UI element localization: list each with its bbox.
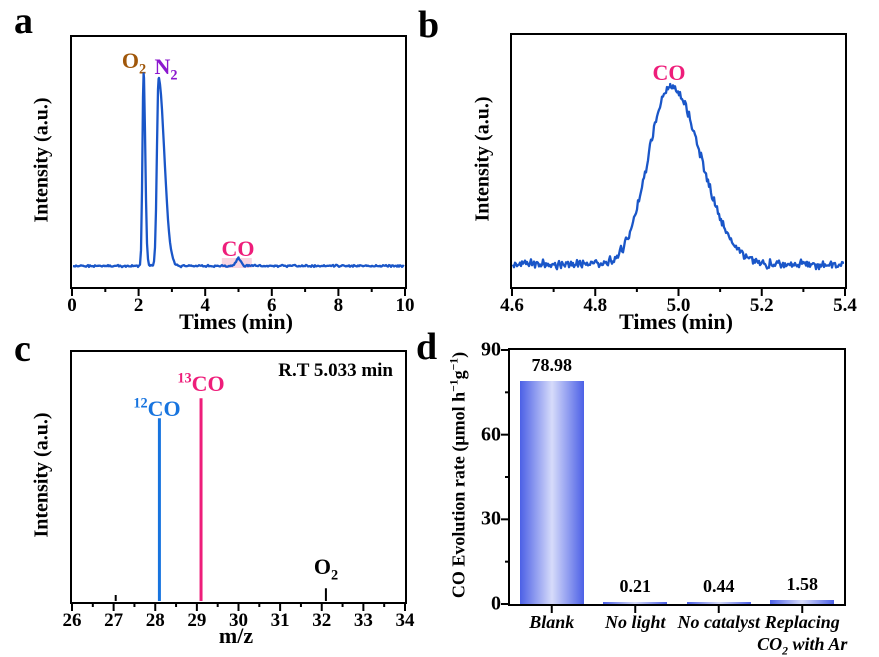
panel-b-chart [511, 82, 846, 296]
peak-label-co-b: CO [652, 60, 686, 85]
x-tick-label: 2 [133, 295, 144, 316]
category-label: Blank [529, 612, 574, 634]
panel-c-plot-area: R.T 5.033 min 12CO 13CO O2 26 27 28 29 30 31 3… [63, 350, 415, 631]
x-tick-label: 8 [333, 295, 344, 316]
category-label-line: Blank [529, 612, 575, 632]
panel-d-chart [501, 349, 804, 613]
b-signal-curve [511, 82, 845, 271]
category-label: No light [605, 612, 666, 634]
category-label-line: No catalyst [677, 612, 761, 632]
panel-c-letter: c [14, 328, 31, 370]
y-tick-label: 0 [491, 592, 501, 615]
y-tick-label: 90 [481, 338, 501, 361]
panel-c-y-axis-label: Intensity (a.u.) [30, 412, 53, 538]
x-tick-label: 30 [229, 610, 248, 631]
x-tick-label: 4 [200, 295, 210, 316]
x-tick-label: 27 [104, 610, 124, 631]
panel-a-x-axis-label: Times (min) [179, 309, 293, 334]
x-tick-label: 28 [145, 610, 165, 631]
x-tick-label: 5.2 [749, 295, 774, 316]
x-tick-label: 0 [67, 295, 77, 316]
category-label-line: No light [604, 612, 666, 632]
co-highlight-band [221, 258, 252, 268]
y-tick-label: 30 [481, 507, 501, 530]
bar-no-catalyst [686, 601, 751, 604]
bar-value-label: 78.98 [531, 355, 573, 376]
x-tick-label: 4.8 [583, 295, 608, 316]
a-signal-curve [72, 72, 405, 269]
x-tick-label: 29 [187, 610, 207, 631]
category-label-line: Replacing [764, 612, 840, 632]
panel-d-letter: d [416, 326, 438, 368]
panel-b-x-axis-label: Times (min) [619, 309, 733, 334]
x-tick-label: 10 [395, 295, 415, 316]
bar-value-label: 0.21 [619, 575, 652, 596]
category-label-line: CO2 with Ar [757, 633, 848, 657]
panel-a-chart [71, 72, 406, 296]
x-tick-label: 5.4 [833, 295, 857, 316]
panel-c-chart [71, 398, 406, 611]
x-tick-label: 5.0 [666, 295, 691, 316]
panel-b-plot-area: CO 4.6 4.8 5.0 5.2 5.4 [500, 33, 857, 316]
category-label: Replacing CO2 with Ar [757, 612, 848, 657]
peak-label-12co: 12CO [133, 395, 181, 421]
category-label: No catalyst [678, 612, 761, 634]
panel-b-y-axis-label: Intensity (a.u.) [471, 96, 494, 222]
bar-no-light [603, 601, 668, 604]
panel-c-x-axis-label: m/z [218, 623, 254, 648]
panel-d-y-axis-label: CO Evolution rate (μmol h−1g−1) [447, 351, 469, 599]
x-tick-label: 6 [267, 295, 277, 316]
peak-label-o2: O2 [121, 48, 147, 78]
peak-label-o2-c: O2 [313, 554, 339, 584]
panel-a-letter: a [14, 0, 33, 42]
x-tick-label: 34 [395, 610, 415, 631]
x-tick-label: 31 [270, 610, 290, 631]
peak-label-13co: 13CO [177, 370, 225, 396]
panel-a-plot-area: O2 N2 CO 0 2 4 6 8 10 [67, 35, 415, 316]
bar-blank [519, 381, 584, 604]
retention-time-annotation: R.T 5.033 min [278, 360, 393, 381]
bar-value-label: 1.58 [786, 573, 819, 594]
peak-label-n2: N2 [154, 54, 178, 84]
y-tick-label: 60 [481, 423, 501, 446]
x-tick-label: 32 [312, 610, 332, 631]
x-tick-label: 26 [62, 610, 82, 631]
x-tick-label: 4.6 [500, 295, 524, 316]
x-tick-label: 33 [353, 610, 373, 631]
panel-b-letter: b [418, 4, 440, 46]
panel-a-y-axis-label: Intensity (a.u.) [30, 97, 53, 223]
bar-value-label: 0.44 [703, 575, 735, 596]
panel-d-plot-area: 0 30 60 90 78.98 Blank 0.21 No light 0.44 No cata… [481, 339, 847, 657]
bar-replacing-co2-with-ar [770, 599, 835, 604]
